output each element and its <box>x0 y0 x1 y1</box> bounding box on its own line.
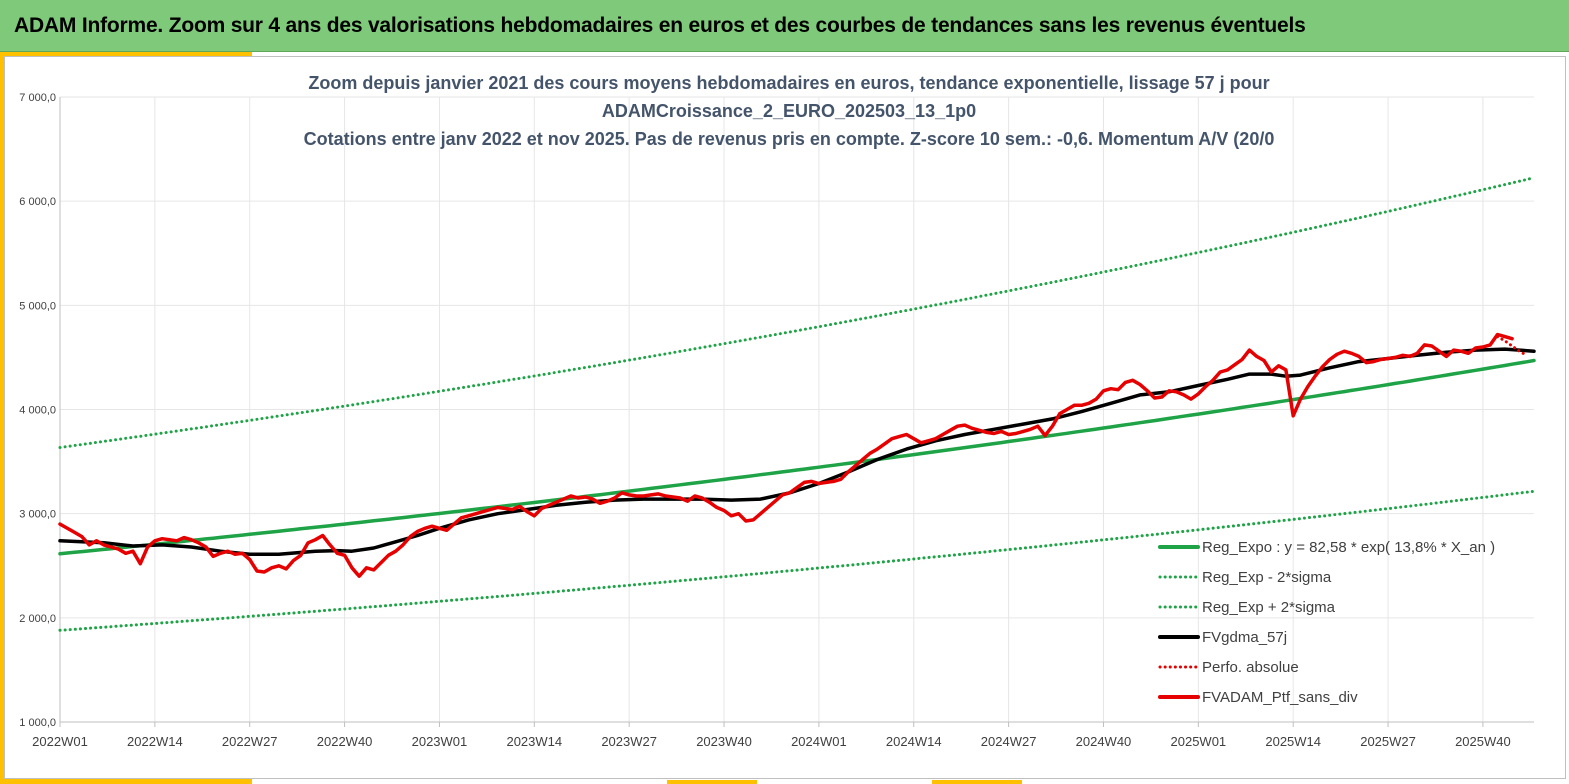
chart-grid <box>59 96 1534 723</box>
y-tick-label: 3 000,0 <box>19 509 56 521</box>
x-tick-label: 2023W14 <box>506 734 562 749</box>
accent-bar-left <box>0 52 4 784</box>
report-title: ADAM Informe. Zoom sur 4 ans des valoris… <box>14 14 1306 37</box>
y-tick-label: 7 000,0 <box>19 92 56 104</box>
series-line-reg-exp-2-sigma <box>58 176 1536 449</box>
report-header: ADAM Informe. Zoom sur 4 ans des valoris… <box>0 0 1569 52</box>
chart-svg: 1 000,0 2 000,0 3 000,0 4 000,0 5 000,0 6 000… <box>19 73 1536 749</box>
x-tick-label: 2025W27 <box>1360 734 1416 749</box>
x-tick-label: 2022W01 <box>32 734 88 749</box>
accent-bar-bottom-right <box>932 780 1022 784</box>
series-line-reg-expo-y-82-58-exp-13-8-x-an <box>58 358 1536 556</box>
y-tick-label: 4 000,0 <box>19 405 56 417</box>
x-tick-label: 2025W01 <box>1171 734 1227 749</box>
accent-bar-bottom-mid <box>667 780 757 784</box>
chart-title-line: Cotations entre janv 2022 et nov 2025. P… <box>304 129 1275 149</box>
accent-bar-top <box>0 52 252 56</box>
series-line-fvadam-ptf-sans-div <box>58 332 1514 578</box>
x-tick-label: 2025W14 <box>1265 734 1321 749</box>
legend-label: FVADAM_Ptf_sans_div <box>1202 689 1358 706</box>
y-tick-label: 5 000,0 <box>19 300 56 312</box>
x-tick-label: 2023W27 <box>601 734 657 749</box>
legend-label: Reg_Exp - 2*sigma <box>1202 569 1332 586</box>
y-tick-label: 6 000,0 <box>19 196 56 208</box>
chart-legend: Reg_Expo : y = 82,58 * exp( 13,8% * X_an… <box>1158 539 1495 706</box>
series-line-perfo-absolue <box>1496 335 1529 357</box>
legend-label: Reg_Exp + 2*sigma <box>1202 599 1336 616</box>
chart-title-line: ADAMCroissance_2_EURO_202503_13_1p0 <box>602 101 976 121</box>
chart-area: 1 000,0 2 000,0 3 000,0 4 000,0 5 000,0 6 000… <box>4 56 1566 779</box>
y-tick-label: 1 000,0 <box>19 717 56 729</box>
chart-title-line: Zoom depuis janvier 2021 des cours moyen… <box>308 73 1269 93</box>
x-tick-label: 2023W40 <box>696 734 752 749</box>
series-line-reg-exp-2-sigma <box>58 489 1536 632</box>
x-tick-label: 2022W27 <box>222 734 278 749</box>
y-tick-label: 2 000,0 <box>19 613 56 625</box>
chart-series <box>58 176 1536 632</box>
chart-title: Zoom depuis janvier 2021 des cours moyen… <box>304 73 1275 149</box>
x-tick-label: 2022W40 <box>317 734 373 749</box>
x-tick-label: 2024W27 <box>981 734 1037 749</box>
legend-label: FVgdma_57j <box>1202 629 1287 646</box>
x-tick-label: 2022W14 <box>127 734 183 749</box>
accent-bar-bottom <box>0 779 252 784</box>
legend-label: Perfo. absolue <box>1202 659 1299 676</box>
x-tick-label: 2024W40 <box>1076 734 1132 749</box>
x-tick-label: 2024W14 <box>886 734 942 749</box>
x-tick-label: 2023W01 <box>412 734 468 749</box>
x-tick-label: 2025W40 <box>1455 734 1511 749</box>
chart-axes: 1 000,0 2 000,0 3 000,0 4 000,0 5 000,0 6 000… <box>19 92 1534 749</box>
legend-label: Reg_Expo : y = 82,58 * exp( 13,8% * X_an… <box>1202 539 1495 556</box>
x-tick-label: 2024W01 <box>791 734 847 749</box>
